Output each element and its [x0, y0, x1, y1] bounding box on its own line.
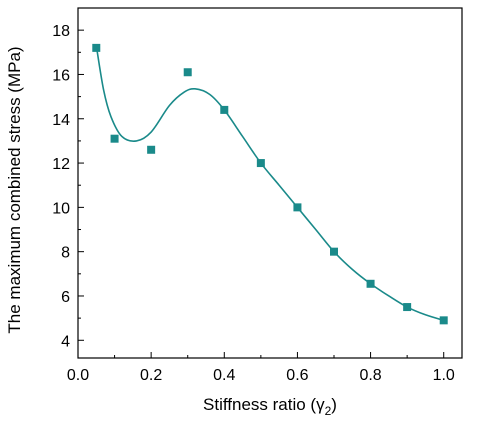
- data-point: [366, 279, 375, 288]
- x-axis: 0.0 0.2 0.4 0.6 0.8 1.0: [67, 352, 455, 384]
- y-tick-label: 14: [52, 112, 70, 129]
- data-point: [110, 134, 119, 143]
- x-tick-label: 0.2: [140, 367, 162, 384]
- y-tick-label: 4: [61, 333, 70, 350]
- data-point: [403, 303, 412, 312]
- plot-frame: [77, 7, 463, 359]
- marker-layer: [92, 43, 448, 325]
- data-point: [220, 105, 229, 114]
- x-tick-label: 0.4: [213, 367, 235, 384]
- data-point: [439, 316, 448, 325]
- x-tick-label: 0.0: [67, 367, 89, 384]
- data-point: [147, 145, 156, 154]
- data-point: [92, 43, 101, 52]
- x-axis-title: Stiffness ratio (γ2): [203, 395, 337, 418]
- y-tick-label: 18: [52, 23, 70, 40]
- data-point: [330, 247, 338, 256]
- x-tick-label: 0.8: [359, 367, 381, 384]
- fit-curve: [95, 45, 444, 322]
- y-axis-title: The maximum combined stress (MPa): [5, 46, 24, 333]
- y-tick-label: 6: [61, 289, 70, 306]
- data-point: [293, 203, 302, 212]
- y-axis: 4 6 8 10 12 14 16 18: [52, 23, 84, 350]
- x-tick-label: 0.6: [286, 367, 308, 384]
- fit-curve-layer: [95, 45, 444, 322]
- y-tick-label: 12: [52, 156, 70, 173]
- data-point: [183, 68, 192, 77]
- x-tick-label: 1.0: [433, 367, 455, 384]
- y-tick-label: 10: [52, 200, 70, 217]
- y-tick-label: 8: [61, 245, 70, 262]
- plot-area: [77, 7, 463, 359]
- data-point: [256, 159, 265, 168]
- y-tick-label: 16: [52, 67, 70, 84]
